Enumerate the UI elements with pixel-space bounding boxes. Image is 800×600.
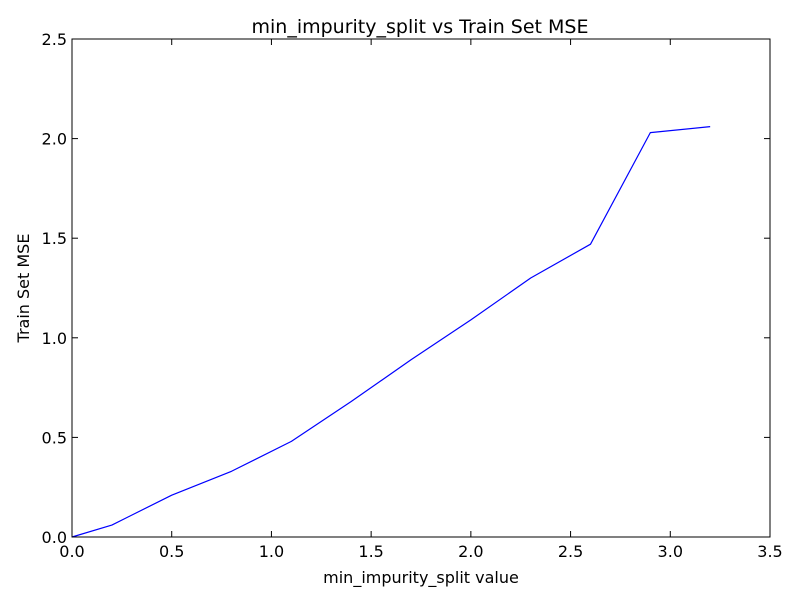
y-tick-label: 1.5 — [42, 229, 67, 248]
x-tick-label: 1.0 — [259, 542, 284, 561]
x-tick-label: 0.0 — [59, 542, 84, 561]
x-tick-label: 2.5 — [558, 542, 583, 561]
plot-area — [71, 126, 711, 538]
x-tick-label: 3.0 — [658, 542, 683, 561]
y-tick-label: 0.5 — [42, 428, 67, 447]
y-tick-label: 2.0 — [42, 130, 67, 149]
y-tick-label: 2.5 — [42, 30, 67, 49]
series-line — [71, 126, 711, 538]
y-tick-label: 1.0 — [42, 329, 67, 348]
x-axis-label: min_impurity_split value — [323, 568, 519, 588]
chart-title: min_impurity_split vs Train Set MSE — [251, 16, 588, 38]
x-tick-label: 1.5 — [358, 542, 383, 561]
x-tick-label: 2.0 — [458, 542, 483, 561]
x-tick-label: 0.5 — [159, 542, 184, 561]
x-tick-label: 3.5 — [757, 542, 782, 561]
axes-frame — [71, 38, 771, 538]
y-axis-label: Train Set MSE — [14, 234, 33, 344]
y-tick-label: 0.0 — [42, 528, 67, 547]
axis-ticks: 0.0 0.5 1.0 1.5 2.0 2.5 3.0 3.5 0.0 0.5 1.0 1.5 2.0 2… — [42, 30, 783, 561]
